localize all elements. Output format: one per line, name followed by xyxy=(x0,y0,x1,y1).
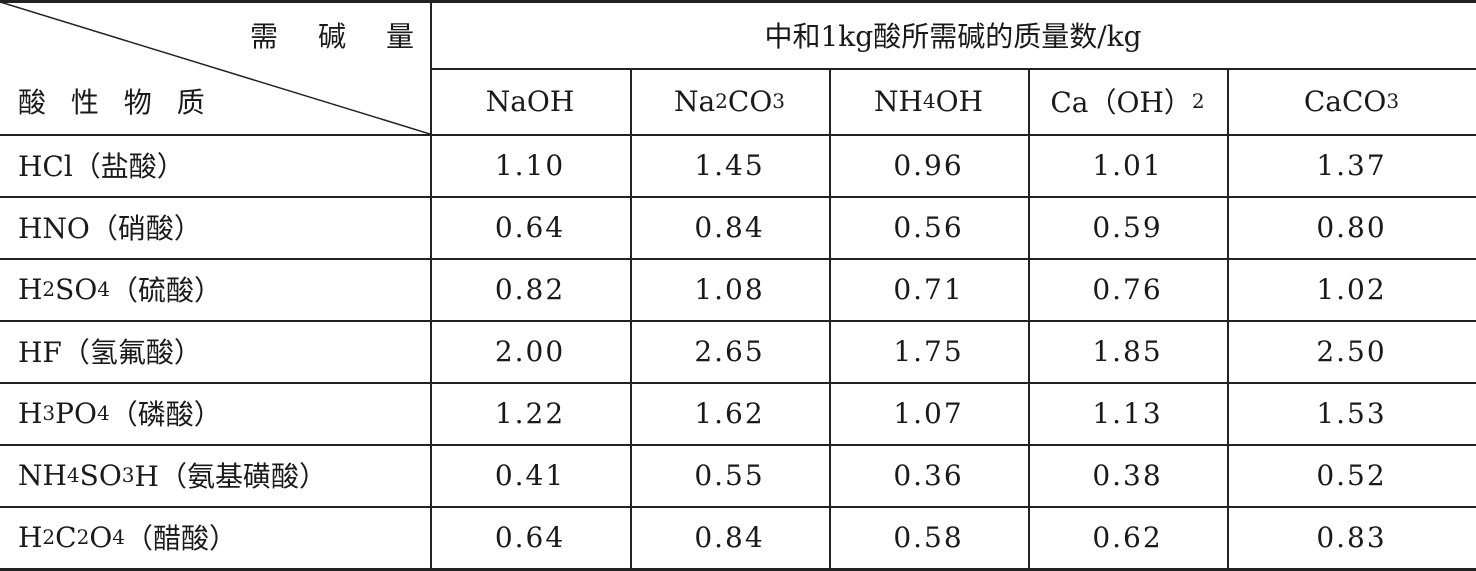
table-cell: 0.52 xyxy=(1316,458,1387,492)
table-cell: 1.37 xyxy=(1316,148,1387,182)
column-header: CaCO 3 xyxy=(1303,84,1400,118)
rule-line xyxy=(1227,68,1229,568)
table-cell: 2.50 xyxy=(1316,334,1387,368)
rule-line xyxy=(1028,68,1030,568)
group-header: 中和1kg酸所需碱的质量数/kg xyxy=(764,20,1142,53)
row-label: HF（氢氟酸） xyxy=(18,336,202,369)
rule-line xyxy=(430,0,432,568)
table-cell: 1.45 xyxy=(694,148,765,182)
table-cell: 0.59 xyxy=(1092,210,1163,244)
table-cell: 0.41 xyxy=(494,458,566,492)
table-cell: 1.08 xyxy=(694,272,765,306)
table-cell: 0.84 xyxy=(694,210,765,244)
rule-line xyxy=(0,568,1476,571)
row-label: H 2 C 2 O 4 （醋酸） xyxy=(18,520,238,556)
corner-bottom: 酸 性 物 质 xyxy=(18,86,213,119)
table-cell: 1.85 xyxy=(1092,334,1163,368)
table-cell: 0.64 xyxy=(494,210,566,244)
rule-line xyxy=(430,68,1476,70)
table-cell: 0.84 xyxy=(694,520,765,554)
table-cell: 1.10 xyxy=(494,148,566,182)
rule-line xyxy=(0,258,1476,260)
row-label: H 2 SO 4 （硫酸） xyxy=(18,272,223,308)
column-header: Ca（OH） 2 xyxy=(1050,86,1205,119)
rule-line xyxy=(0,382,1476,384)
table-cell: 0.76 xyxy=(1092,272,1163,306)
table-cell: 0.82 xyxy=(494,272,566,306)
corner-diagonal xyxy=(0,1,430,134)
table-cell: 2.00 xyxy=(494,334,566,368)
rule-line xyxy=(0,444,1476,446)
rule-line xyxy=(0,134,1476,136)
corner-top: 需 碱 量 xyxy=(249,20,420,53)
table-cell: 1.22 xyxy=(494,396,566,430)
rule-line xyxy=(0,196,1476,198)
table-cell: 0.64 xyxy=(494,520,566,554)
rule-line xyxy=(0,506,1476,508)
table-cell: 0.38 xyxy=(1092,458,1163,492)
diagonal-line xyxy=(0,1,430,134)
table-cell: 0.62 xyxy=(1092,520,1163,554)
table-cell: 0.83 xyxy=(1316,520,1387,554)
row-label: HCl（盐酸） xyxy=(18,150,185,183)
table-cell: 0.80 xyxy=(1316,210,1387,244)
table-cell: 0.55 xyxy=(694,458,765,492)
row-label: H 3 PO 4 （磷酸） xyxy=(18,396,222,432)
table-cell: 1.62 xyxy=(694,396,765,430)
column-header: NH 4 OH xyxy=(873,84,984,118)
rule-line xyxy=(0,320,1476,322)
table-cell: 1.13 xyxy=(1092,396,1163,430)
table-cell: 1.75 xyxy=(893,334,964,368)
table-cell: 0.58 xyxy=(893,520,964,554)
rule-line xyxy=(630,68,632,568)
table-cell: 2.65 xyxy=(694,334,765,368)
row-label: NH 4 SO 3 H（氨基磺酸） xyxy=(18,458,327,494)
rule-line xyxy=(0,0,1476,3)
table-cell: 0.96 xyxy=(893,148,964,182)
table-cell: 1.07 xyxy=(893,396,964,430)
rule-line xyxy=(829,68,831,568)
table-cell: 0.56 xyxy=(893,210,964,244)
table-cell: 0.36 xyxy=(893,458,964,492)
table-cell: 1.53 xyxy=(1316,396,1387,430)
table-cell: 0.71 xyxy=(893,272,964,306)
column-header: Na 2 CO 3 xyxy=(673,84,786,118)
row-label: HNO（硝酸） xyxy=(18,212,202,245)
column-header: NaOH xyxy=(485,84,575,118)
table-cell: 1.01 xyxy=(1092,148,1163,182)
table-cell: 1.02 xyxy=(1316,272,1387,306)
